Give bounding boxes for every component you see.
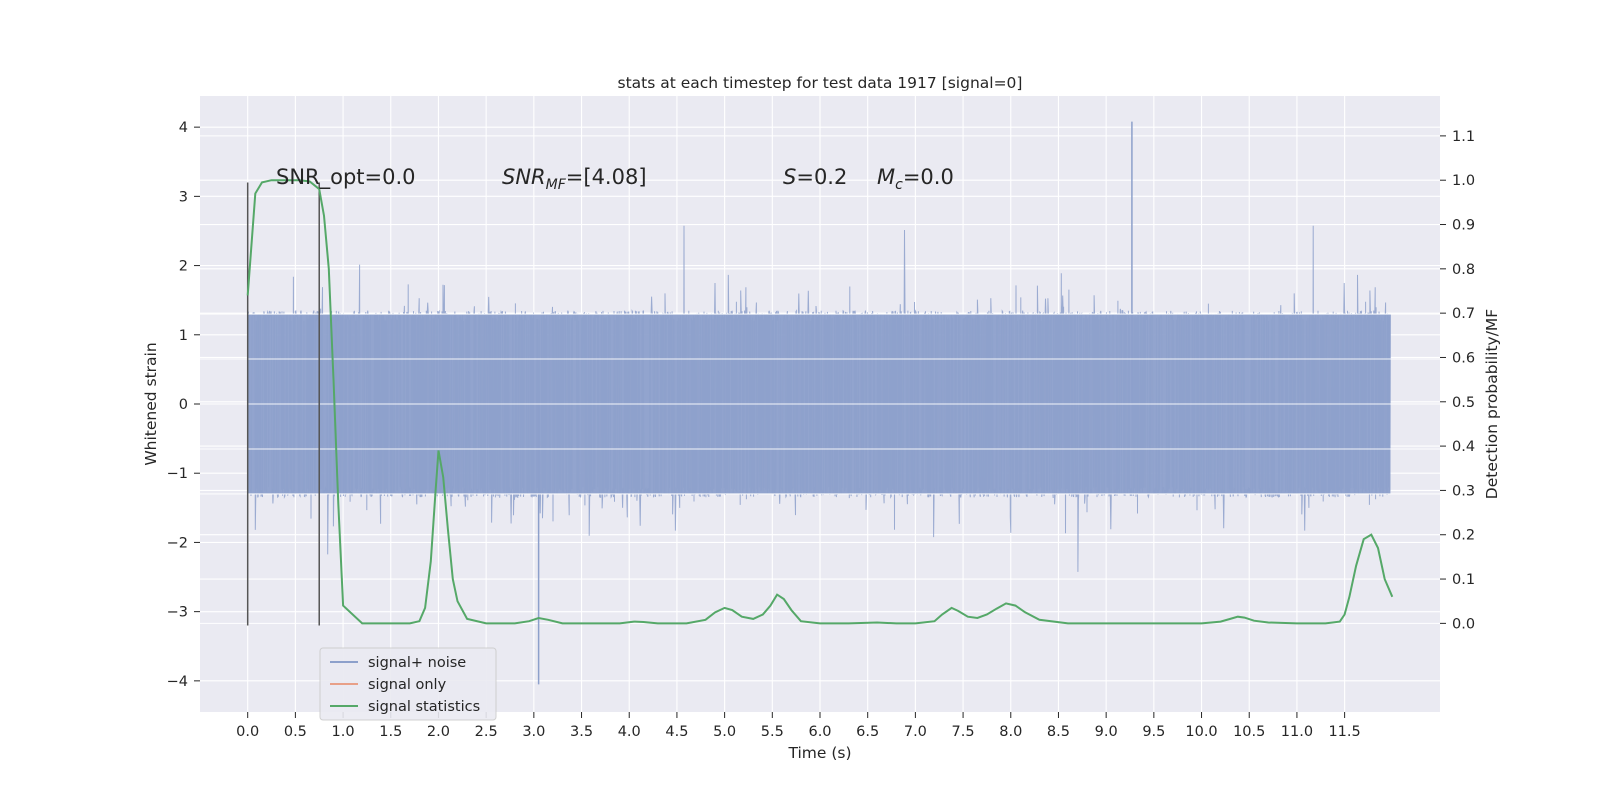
x-tick-label: 0.0 (236, 724, 259, 740)
y-tick-label: −1 (167, 466, 188, 482)
y2-tick-label: 0.5 (1452, 395, 1475, 411)
y2-tick-label: 0.1 (1452, 572, 1475, 588)
y-tick-label: 4 (179, 120, 188, 136)
x-tick-label: 2.0 (427, 724, 450, 740)
y2-tick-label: 0.0 (1452, 616, 1475, 632)
legend-label-signal-only: signal only (368, 677, 447, 693)
x-tick-label: 4.0 (618, 724, 641, 740)
x-tick-label: 7.5 (952, 724, 975, 740)
x-tick-label: 5.5 (761, 724, 784, 740)
series-signal-statistics (246, 179, 1394, 625)
chart-title: stats at each timestep for test data 191… (618, 74, 1023, 92)
x-tick-label: 1.5 (379, 724, 402, 740)
x-tick-label: 9.0 (1095, 724, 1118, 740)
x-tick-label: 6.5 (856, 724, 879, 740)
x-tick-label: 10.5 (1233, 724, 1265, 740)
y2-tick-label: 0.8 (1452, 262, 1475, 278)
y2-tick-label: 0.4 (1452, 439, 1475, 455)
x-tick-label: 4.5 (665, 724, 688, 740)
y2-tick-label: 1.0 (1452, 173, 1475, 189)
x-tick-label: 3.0 (522, 724, 545, 740)
y-tick-label: −3 (167, 605, 188, 621)
x-tick-label: 8.0 (999, 724, 1022, 740)
x-tick-label: 11.5 (1328, 724, 1360, 740)
legend-label-signal-statistics: signal statistics (368, 699, 480, 715)
y-tick-label: 0 (179, 397, 188, 413)
y-tick-label: 2 (179, 259, 188, 275)
y2-tick-label: 1.1 (1452, 129, 1475, 145)
x-tick-label: 8.5 (1047, 724, 1070, 740)
x-tick-label: 5.0 (713, 724, 736, 740)
x-tick-label: 0.5 (284, 724, 307, 740)
legend-label-signal-noise: signal+ noise (368, 655, 466, 671)
y-tick-label: 3 (179, 189, 188, 205)
data-layer (200, 121, 1440, 685)
y-tick-label: −2 (167, 535, 188, 551)
y2-axis-label: Detection probability/MF (1483, 309, 1501, 500)
y2-tick-label: 0.3 (1452, 483, 1475, 499)
y-axis-label: Whitened strain (142, 342, 160, 465)
x-tick-label: 9.5 (1142, 724, 1165, 740)
y-tick-label: −4 (167, 674, 188, 690)
y2-tick-label: 0.9 (1452, 218, 1475, 234)
y-tick-label: 1 (179, 328, 188, 344)
legend-box (319, 647, 497, 721)
legend: signal+ noise signal only signal statist… (319, 647, 497, 721)
x-tick-label: 7.0 (904, 724, 927, 740)
annotation-snr-mf: SNRMF=[4.08] (502, 165, 647, 193)
x-tick-label: 6.0 (808, 724, 831, 740)
annotation-s: S=0.2 (783, 165, 847, 189)
x-tick-label: 1.0 (332, 724, 355, 740)
x-tick-label: 3.5 (570, 724, 593, 740)
x-tick-label: 10.0 (1185, 724, 1217, 740)
annotation-mc: Mc=0.0 (877, 165, 954, 193)
y2-tick-label: 0.2 (1452, 528, 1475, 544)
y2-tick-label: 0.7 (1452, 306, 1475, 322)
y2-tick-label: 0.6 (1452, 350, 1475, 366)
x-tick-label: 2.5 (475, 724, 498, 740)
x-axis-label: Time (s) (787, 744, 851, 762)
x-tick-label: 11.0 (1281, 724, 1313, 740)
ticks: 0.0 0.5 1.0 1.5 2.0 2.5 3.0 3.5 4.0 4.5 5.0 5.5 6.0 6… (167, 120, 1475, 740)
annotation-snr-opt: SNR_opt=0.0 (276, 165, 416, 190)
